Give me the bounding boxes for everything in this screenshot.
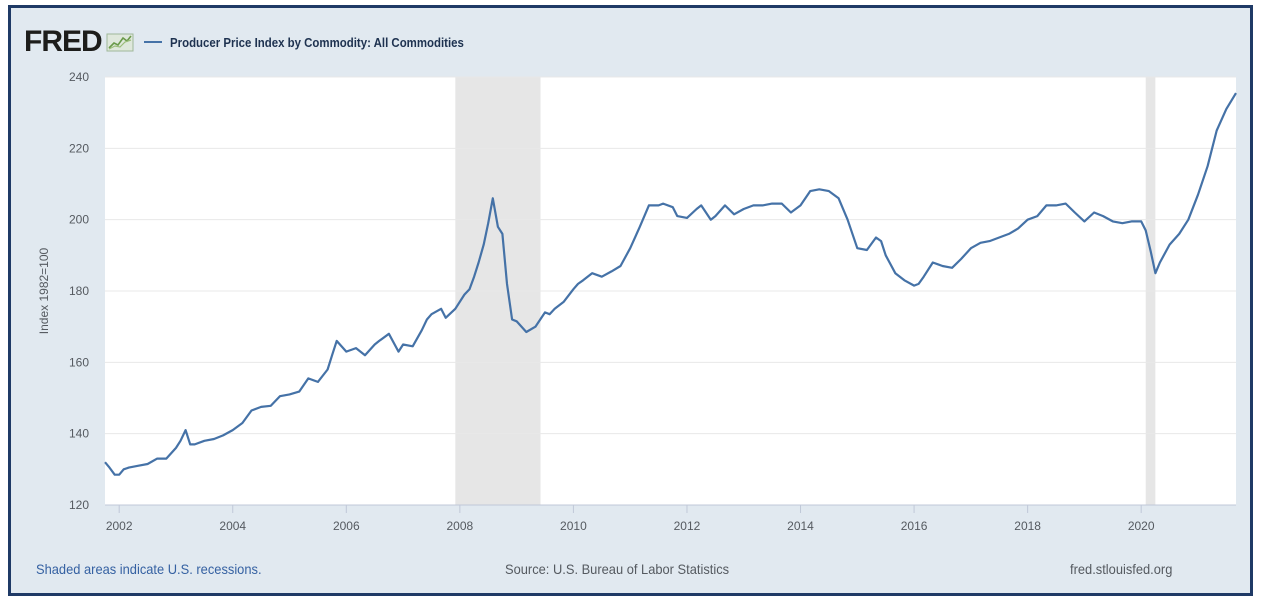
sparkline-icon [106, 33, 134, 52]
y-tick-label: 220 [69, 141, 89, 155]
x-tick-label: 2002 [106, 519, 133, 533]
x-tick-label: 2020 [1128, 519, 1155, 533]
x-tick-label: 2016 [901, 519, 928, 533]
series-line[interactable] [104, 92, 1237, 476]
x-axis-ticks: 2002 2004 2006 2008 2010 2012 2014 2016 2018 2020 [105, 504, 1236, 533]
y-tick-label: 140 [69, 427, 89, 441]
legend-swatch [143, 41, 162, 43]
x-tick-label: 2010 [560, 519, 587, 533]
site-url[interactable]: fred.stlouisfed.org [1070, 561, 1173, 577]
recession-note-link[interactable]: Shaded areas indicate U.S. recessions. [36, 561, 262, 577]
y-axis-ticks: 120 140 160 180 200 220 240 [69, 70, 89, 512]
y-axis-label: Index 1982=100 [37, 247, 51, 334]
x-tick-label: 2014 [787, 519, 814, 533]
source-note: Source: U.S. Bureau of Labor Statistics [505, 561, 730, 577]
x-tick-label: 2008 [447, 519, 474, 533]
x-tick-label: 2018 [1014, 519, 1041, 533]
x-tick-label: 2006 [333, 519, 360, 533]
x-tick-label: 2012 [674, 519, 701, 533]
y-tick-label: 200 [69, 213, 89, 227]
fred-logo[interactable]: FRED [24, 25, 103, 58]
y-tick-label: 180 [69, 284, 89, 298]
y-tick-label: 240 [69, 70, 89, 84]
legend-series-title[interactable]: Producer Price Index by Commodity: All C… [169, 34, 464, 50]
x-tick-label: 2004 [219, 519, 246, 533]
y-tick-label: 120 [69, 498, 89, 512]
y-tick-label: 160 [69, 355, 89, 369]
chart-header: FRED Producer Price Index by Commodity: … [24, 22, 504, 62]
